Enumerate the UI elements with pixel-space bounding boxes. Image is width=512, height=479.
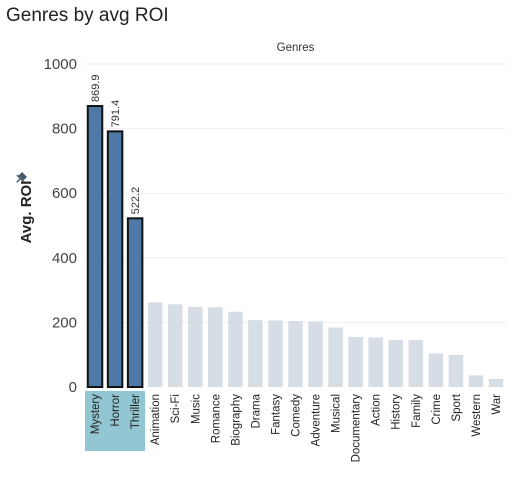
bar[interactable] — [388, 339, 403, 387]
bar[interactable] — [408, 340, 424, 387]
data-label: 522.2 — [130, 187, 142, 215]
category-label[interactable]: Action — [371, 394, 383, 426]
bar[interactable] — [328, 327, 343, 387]
category-label[interactable]: Thriller — [130, 394, 142, 429]
bar[interactable] — [488, 378, 504, 387]
y-tick-label: 800 — [52, 121, 77, 138]
bar[interactable] — [147, 302, 163, 387]
bar[interactable] — [228, 311, 243, 387]
category-label[interactable]: Western — [471, 394, 483, 437]
bar[interactable] — [428, 353, 444, 387]
category-label[interactable]: Family — [411, 394, 423, 428]
category-label[interactable]: Music — [190, 394, 202, 424]
data-label: 791.4 — [110, 100, 122, 128]
category-label[interactable]: Drama — [250, 393, 262, 428]
category-label[interactable]: Documentary — [351, 394, 363, 463]
category-label[interactable]: War — [491, 394, 503, 415]
bar[interactable] — [106, 130, 124, 388]
category-label[interactable]: Musical — [331, 394, 343, 433]
y-tick-label: 600 — [52, 185, 77, 202]
bar[interactable] — [248, 320, 263, 387]
chart-title: Genres by avg ROI — [6, 5, 169, 26]
category-label[interactable]: Comedy — [291, 394, 303, 437]
bar[interactable] — [468, 375, 484, 387]
bar[interactable] — [86, 105, 104, 388]
column-header: Genres — [277, 42, 315, 54]
y-tick-label: 1000 — [44, 56, 77, 73]
bar[interactable] — [268, 320, 283, 387]
bar[interactable] — [448, 355, 464, 387]
bar[interactable] — [368, 337, 383, 387]
category-label[interactable]: Animation — [150, 394, 162, 445]
bar[interactable] — [188, 306, 203, 387]
category-label[interactable]: Sci-Fi — [170, 394, 182, 423]
pin-icon[interactable] — [13, 171, 28, 186]
data-label: 869.9 — [90, 74, 102, 102]
bar[interactable] — [167, 304, 183, 387]
y-tick-label: 200 — [52, 314, 77, 331]
selected-header-band[interactable] — [85, 391, 146, 451]
y-axis-title: Avg. ROI — [18, 181, 35, 244]
category-label[interactable]: Mystery — [90, 394, 102, 435]
category-label[interactable]: Horror — [110, 394, 122, 427]
bar[interactable] — [208, 307, 223, 387]
y-tick-label: 0 — [69, 379, 77, 396]
category-label[interactable]: History — [391, 394, 403, 430]
bar[interactable] — [348, 336, 363, 387]
category-label[interactable]: Romance — [210, 394, 222, 443]
category-label[interactable]: Adventure — [311, 394, 323, 446]
bar[interactable] — [288, 321, 303, 387]
category-label[interactable]: Crime — [431, 394, 443, 425]
category-label[interactable]: Biography — [230, 394, 242, 446]
category-label[interactable]: Fantasy — [270, 394, 282, 435]
bar[interactable] — [126, 217, 144, 388]
category-label[interactable]: Sport — [451, 393, 463, 421]
y-tick-label: 400 — [52, 250, 77, 267]
bar[interactable] — [308, 321, 323, 387]
